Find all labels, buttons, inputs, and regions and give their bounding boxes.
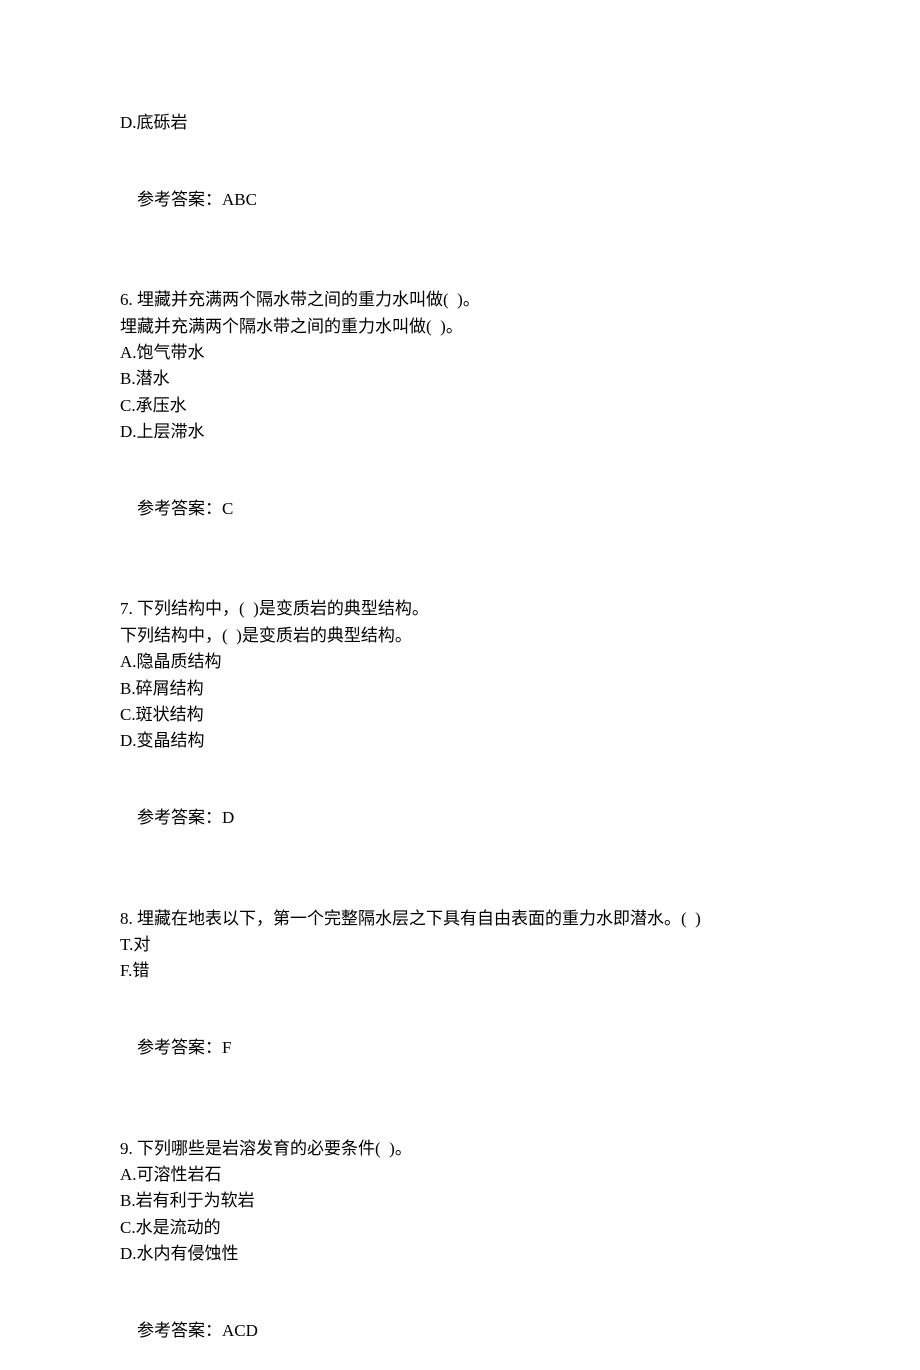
question-repeated: 埋藏并充满两个隔水带之间的重力水叫做( )。 [120,314,800,340]
option-b: B.碎屑结构 [120,676,800,702]
answer-label: 参考答案： [137,190,222,209]
answer-label: 参考答案： [137,808,222,827]
answer-value: C [222,499,233,518]
option-b: B.潜水 [120,366,800,392]
answer-label: 参考答案： [137,1038,222,1057]
option-a: A.饱气带水 [120,340,800,366]
answer-value: ABC [222,190,257,209]
option-c: C.承压水 [120,393,800,419]
question-8: 8. 埋藏在地表以下，第一个完整隔水层之下具有自由表面的重力水即潜水。( ) T… [120,906,800,1088]
question-7: 7. 下列结构中，( )是变质岩的典型结构。 下列结构中，( )是变质岩的典型结… [120,596,800,857]
question-numbered: 9. 下列哪些是岩溶发育的必要条件( )。 [120,1136,800,1162]
partial-question-block: D.底砾岩 参考答案：ABC [120,110,800,239]
answer-line: 参考答案：D [120,779,800,858]
answer-line: 参考答案：C [120,469,800,548]
answer-value: ACD [222,1321,258,1340]
option-b: B.岩有利于为软岩 [120,1188,800,1214]
answer-label: 参考答案： [137,499,222,518]
answer-line: 参考答案：ACD [120,1291,800,1370]
answer-line: 参考答案：F [120,1009,800,1088]
option-d: D.上层滞水 [120,419,800,445]
option-d: D.水内有侵蚀性 [120,1241,800,1267]
question-repeated: 下列结构中，( )是变质岩的典型结构。 [120,623,800,649]
option-d: D.底砾岩 [120,110,800,136]
option-a: A.可溶性岩石 [120,1162,800,1188]
option-c: C.斑状结构 [120,702,800,728]
question-numbered: 7. 下列结构中，( )是变质岩的典型结构。 [120,596,800,622]
question-numbered: 6. 埋藏并充满两个隔水带之间的重力水叫做( )。 [120,287,800,313]
answer-value: F [222,1038,231,1057]
answer-line: 参考答案：ABC [120,160,800,239]
question-numbered: 8. 埋藏在地表以下，第一个完整隔水层之下具有自由表面的重力水即潜水。( ) [120,906,800,932]
option-t: T.对 [120,932,800,958]
question-9: 9. 下列哪些是岩溶发育的必要条件( )。 A.可溶性岩石 B.岩有利于为软岩 … [120,1136,800,1370]
answer-value: D [222,808,234,827]
option-f: F.错 [120,958,800,984]
question-6: 6. 埋藏并充满两个隔水带之间的重力水叫做( )。 埋藏并充满两个隔水带之间的重… [120,287,800,548]
option-d: D.变晶结构 [120,728,800,754]
answer-label: 参考答案： [137,1321,222,1340]
option-c: C.水是流动的 [120,1215,800,1241]
option-a: A.隐晶质结构 [120,649,800,675]
